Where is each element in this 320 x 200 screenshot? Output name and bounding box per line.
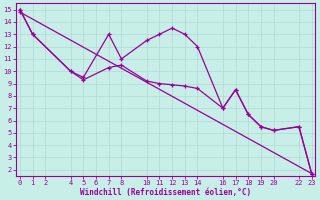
X-axis label: Windchill (Refroidissement éolien,°C): Windchill (Refroidissement éolien,°C) — [80, 188, 251, 197]
